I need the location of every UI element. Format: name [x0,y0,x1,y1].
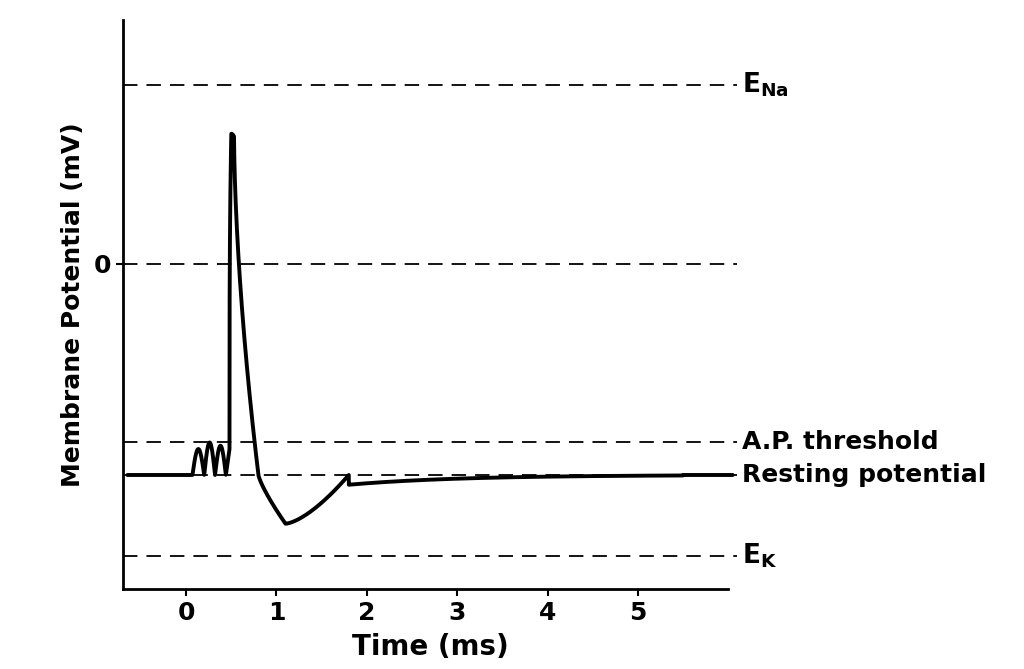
Y-axis label: Membrane Potential (mV): Membrane Potential (mV) [61,122,85,487]
Text: A.P. threshold: A.P. threshold [741,430,938,454]
Text: $\mathbf{E_{Na}}$: $\mathbf{E_{Na}}$ [741,71,788,99]
X-axis label: Time (ms): Time (ms) [351,633,509,661]
Text: Resting potential: Resting potential [741,463,986,487]
Text: $\mathbf{E_K}$: $\mathbf{E_K}$ [741,542,777,571]
